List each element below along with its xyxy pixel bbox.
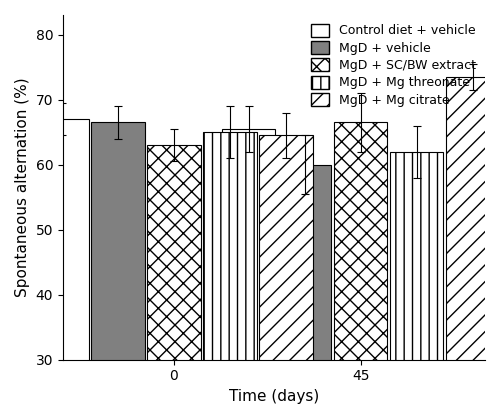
X-axis label: Time (days): Time (days) [229,389,319,404]
Bar [92,122,144,419]
Bar [278,165,332,419]
Bar [334,122,388,419]
Bar [390,152,443,419]
Bar [260,135,312,419]
Bar [222,129,276,419]
Bar [446,77,499,419]
Bar [148,145,201,419]
Y-axis label: Spontaneous alternation (%): Spontaneous alternation (%) [15,78,30,297]
Legend: Control diet + vehicle, MgD + vehicle, MgD + SC/BW extract, MgD + Mg threonate, : Control diet + vehicle, MgD + vehicle, M… [308,21,479,109]
Bar [36,119,88,419]
Bar [204,132,256,419]
